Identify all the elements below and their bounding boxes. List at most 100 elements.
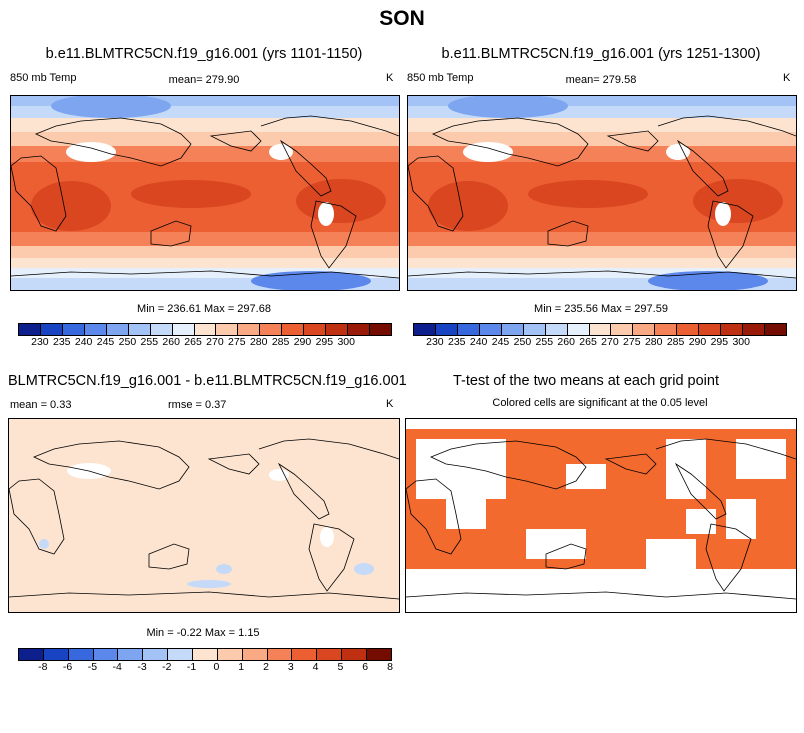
legend-swatch bbox=[128, 324, 151, 335]
legend-swatch bbox=[765, 324, 786, 335]
legend-tick-label: 8 bbox=[387, 661, 393, 673]
legend-swatch bbox=[743, 324, 765, 335]
panel1-title: b.e11.BLMTRC5CN.f19_g16.001 (yrs 1101-11… bbox=[45, 46, 363, 62]
legend-swatch bbox=[193, 649, 218, 660]
legend-tick-label: -1 bbox=[186, 661, 197, 673]
legend-tick-label: 295 bbox=[710, 336, 729, 348]
legend-swatch bbox=[19, 324, 41, 335]
legend-tick-label: 240 bbox=[469, 336, 488, 348]
legend-swatch bbox=[40, 324, 63, 335]
panel2-legend-ticks: 230 235 240 245 250 255 260 265 270 275 280 285 290 2… bbox=[413, 336, 785, 350]
legend-swatch bbox=[633, 324, 656, 335]
panel3-map bbox=[8, 418, 400, 613]
legend-swatch bbox=[304, 324, 327, 335]
legend-tick-label: 295 bbox=[315, 336, 334, 348]
legend-swatch bbox=[370, 324, 391, 335]
legend-swatch bbox=[260, 324, 283, 335]
panel1-minmax: Min = 236.61 Max = 297.68 bbox=[137, 303, 271, 315]
legend-swatch bbox=[611, 324, 634, 335]
legend-swatch bbox=[62, 324, 85, 335]
panel4-subtitle: Colored cells are significant at the 0.0… bbox=[492, 397, 708, 409]
legend-swatch bbox=[267, 649, 293, 660]
legend-swatch bbox=[655, 324, 678, 335]
legend-swatch bbox=[545, 324, 568, 335]
legend-swatch bbox=[150, 324, 173, 335]
legend-swatch bbox=[118, 649, 144, 660]
panel1-mean: mean= 279.90 bbox=[168, 74, 240, 86]
legend-tick-label: 4 bbox=[312, 661, 319, 673]
legend-tick-label: 260 bbox=[557, 336, 575, 348]
panel4-title: T-test of the two means at each grid poi… bbox=[453, 373, 719, 389]
panel3-title: BLMTRC5CN.f19_g16.001 - b.e11.BLMTRC5CN.… bbox=[8, 373, 407, 389]
legend-swatch bbox=[479, 324, 502, 335]
legend-swatch bbox=[172, 324, 195, 335]
panel3-rmse: rmse = 0.37 bbox=[168, 399, 227, 411]
legend-tick-label: -6 bbox=[62, 661, 73, 673]
legend-tick-label: 3 bbox=[287, 661, 294, 673]
legend-swatch bbox=[217, 649, 243, 660]
legend-swatch bbox=[414, 324, 436, 335]
panel2-title: b.e11.BLMTRC5CN.f19_g16.001 (yrs 1251-13… bbox=[441, 46, 761, 62]
legend-tick-label: 6 bbox=[362, 661, 369, 673]
legend-swatch bbox=[238, 324, 261, 335]
legend-tick-label: -8 bbox=[38, 661, 48, 673]
panel2-minmax: Min = 235.56 Max = 297.59 bbox=[534, 303, 668, 315]
panel4-map bbox=[405, 418, 797, 613]
panel3-minmax: Min = -0.22 Max = 1.15 bbox=[146, 627, 260, 639]
panel1-color-legend bbox=[18, 323, 392, 336]
figure-title: SON bbox=[379, 7, 425, 30]
legend-tick-label: -4 bbox=[112, 661, 122, 673]
legend-tick-label: 260 bbox=[162, 336, 180, 348]
legend-swatch bbox=[348, 324, 370, 335]
legend-swatch bbox=[43, 649, 69, 660]
legend-swatch bbox=[317, 649, 343, 660]
panel1-temperature-map bbox=[11, 96, 399, 290]
legend-tick-label: 1 bbox=[238, 661, 245, 673]
panel2-units: K bbox=[783, 72, 791, 84]
panel2-map bbox=[407, 95, 797, 291]
legend-swatch bbox=[168, 649, 194, 660]
legend-tick-label: 285 bbox=[271, 336, 290, 348]
legend-tick-label: 240 bbox=[74, 336, 93, 348]
legend-tick-label: 5 bbox=[337, 661, 344, 673]
legend-tick-label: 250 bbox=[118, 336, 137, 348]
legend-tick-label: 265 bbox=[184, 336, 202, 348]
panel3-mean: mean = 0.33 bbox=[10, 399, 72, 411]
panel1-variable: 850 mb Temp bbox=[10, 72, 77, 84]
legend-tick-label: -5 bbox=[87, 661, 98, 673]
legend-tick-label: 270 bbox=[601, 336, 619, 348]
legend-swatch bbox=[523, 324, 546, 335]
panel3-legend-ticks: -8 -6 -5 -4 -3 -2 -1 0 1 2 3 4 5 6 8 bbox=[18, 661, 393, 675]
legend-swatch bbox=[242, 649, 268, 660]
legend-tick-label: 275 bbox=[623, 336, 641, 348]
legend-tick-label: 300 bbox=[337, 336, 355, 348]
panel3-units: K bbox=[386, 398, 394, 410]
legend-swatch bbox=[589, 324, 612, 335]
legend-swatch bbox=[68, 649, 94, 660]
legend-swatch bbox=[721, 324, 744, 335]
panel1-map bbox=[10, 95, 400, 291]
panel1-units: K bbox=[386, 72, 394, 84]
legend-tick-label: 265 bbox=[579, 336, 597, 348]
panel4-significance-map bbox=[406, 419, 796, 612]
legend-swatch bbox=[106, 324, 129, 335]
legend-tick-label: 230 bbox=[31, 336, 49, 348]
legend-swatch bbox=[567, 324, 590, 335]
legend-swatch bbox=[84, 324, 107, 335]
panel3-color-legend bbox=[18, 648, 392, 661]
legend-swatch bbox=[194, 324, 217, 335]
legend-swatch bbox=[367, 649, 391, 660]
legend-tick-label: -2 bbox=[162, 661, 172, 673]
legend-tick-label: 0 bbox=[213, 661, 220, 673]
legend-swatch bbox=[326, 324, 349, 335]
legend-swatch bbox=[282, 324, 305, 335]
legend-tick-label: 270 bbox=[206, 336, 224, 348]
legend-swatch bbox=[457, 324, 480, 335]
legend-swatch bbox=[677, 324, 700, 335]
legend-tick-label: 285 bbox=[666, 336, 685, 348]
legend-swatch bbox=[501, 324, 524, 335]
panel1-legend-ticks: 230 235 240 245 250 255 260 265 270 275 280 285 290 2… bbox=[18, 336, 390, 350]
legend-swatch bbox=[699, 324, 722, 335]
legend-swatch bbox=[292, 649, 318, 660]
legend-tick-label: 280 bbox=[249, 336, 268, 348]
